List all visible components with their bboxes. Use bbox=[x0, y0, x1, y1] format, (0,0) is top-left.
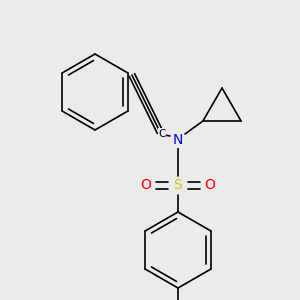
Text: N: N bbox=[173, 133, 183, 147]
Text: O: O bbox=[205, 178, 215, 192]
Text: S: S bbox=[174, 178, 182, 192]
Text: C: C bbox=[158, 129, 166, 139]
Text: O: O bbox=[141, 178, 152, 192]
